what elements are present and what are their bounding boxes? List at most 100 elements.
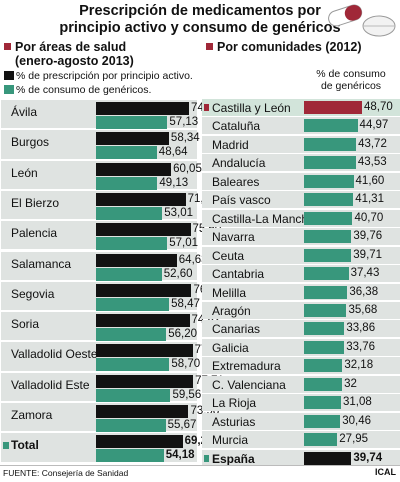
value-label-region: 41,60 [355, 174, 385, 187]
region-row-cell [202, 338, 400, 356]
region-label: Melilla [212, 285, 247, 300]
bar-generic [96, 116, 168, 129]
right-column-header: % de consumo de genéricos [316, 68, 386, 92]
region-label: Madrid [212, 137, 249, 152]
bar-region-generic [304, 377, 343, 391]
bar-region-generic [304, 303, 347, 317]
value-label-region: 39,74 [353, 451, 383, 464]
bar-region-generic [304, 248, 352, 262]
bar-region-generic [304, 267, 349, 281]
bar-region-generic [304, 193, 354, 207]
bar-active [96, 405, 189, 418]
bar-region-generic [304, 414, 341, 428]
value-label-generic: 54,18 [165, 449, 195, 462]
value-label-region: 32,18 [344, 359, 374, 372]
area-label: Salamanca [11, 256, 72, 271]
value-label-generic: 56,20 [168, 328, 198, 341]
region-label: Castilla-La Mancha [212, 211, 315, 226]
bar-region-generic [304, 137, 357, 151]
region-label: La Rioja [212, 396, 257, 411]
pills-icon [328, 4, 396, 37]
value-label-region: 30,46 [342, 414, 372, 427]
bar-region-generic [304, 156, 356, 170]
area-label: Burgos [11, 135, 50, 150]
region-label: Galicia [212, 340, 249, 355]
bar-generic [96, 146, 157, 160]
bar-region-generic [304, 119, 358, 133]
value-label-generic: 48,64 [158, 146, 188, 159]
region-label: Aragón [212, 303, 251, 318]
value-label-region: 33,76 [346, 340, 375, 353]
bar-region-generic [304, 230, 352, 244]
value-label-region: 36,38 [349, 285, 379, 298]
bar-active [96, 192, 186, 206]
value-label-region: 31,08 [343, 396, 372, 409]
region-row-cell [202, 265, 400, 282]
value-label-generic: 53,01 [164, 206, 194, 219]
region-row-cell [202, 357, 400, 375]
value-label-active: 58,34 [170, 132, 200, 145]
region-row-cell [202, 301, 400, 319]
chart-title-line-2: principio activo y consumo de genéricos [59, 20, 341, 36]
bar-active [96, 223, 191, 237]
value-label-generic: 55,67 [167, 419, 197, 431]
bar-active [96, 344, 193, 358]
region-label: Asturias [212, 414, 256, 429]
bar-region-generic [304, 101, 362, 114]
bar-region-generic [304, 211, 353, 225]
legend-active: % de prescripción por principio activo. [4, 70, 193, 82]
region-label: País vasco [212, 193, 271, 208]
area-label: Valladolid Oeste [11, 347, 98, 362]
region-row-cell [202, 320, 400, 338]
bar-generic [96, 206, 163, 220]
bar-active [96, 435, 183, 449]
value-label-generic: 59,56 [172, 388, 202, 401]
value-label-region: 43,53 [357, 156, 387, 169]
bar-region-generic [304, 359, 343, 373]
value-label-active: 64,63 [178, 253, 208, 266]
value-label-active: 60,05 [173, 162, 202, 175]
region-label: Canarias [212, 322, 261, 337]
value-label-region: 44,97 [359, 119, 389, 132]
bar-generic [96, 388, 171, 402]
bar-active [96, 283, 192, 297]
region-label: Cataluña [212, 119, 261, 134]
region-label: Baleares [212, 174, 260, 189]
bar-generic [96, 358, 170, 372]
region-label: Cantabria [212, 267, 265, 282]
bar-region-generic [304, 322, 345, 336]
bar-active [96, 374, 194, 388]
left-section-subtitle: (enero-agosto 2013) [15, 54, 134, 68]
legend-black-swatch [4, 70, 14, 80]
value-label-region: 27,95 [339, 433, 369, 446]
area-label: Soria [11, 317, 40, 332]
region-label: Murcia [212, 433, 249, 448]
bar-active [96, 102, 190, 115]
region-label: Castilla y León [212, 101, 291, 115]
value-label-region: 43,72 [358, 137, 387, 150]
bar-region-generic [304, 451, 352, 465]
value-label-region: 40,70 [354, 211, 384, 224]
area-label: Total [11, 438, 39, 453]
bar-generic [96, 297, 170, 311]
region-row-cell [202, 431, 400, 449]
value-label-region: 35,68 [348, 303, 378, 316]
value-label-generic: 58,47 [171, 297, 200, 310]
value-label-generic: 57,13 [169, 116, 199, 128]
region-label: Ceuta [212, 248, 245, 263]
bar-region-generic [304, 433, 338, 447]
value-label-region: 48,70 [364, 101, 393, 113]
area-label: Palencia [11, 226, 58, 241]
bar-generic [96, 267, 162, 281]
bar-generic [96, 328, 167, 342]
area-label: Zamora [11, 408, 53, 422]
value-label-region: 32 [344, 377, 357, 390]
bar-active [96, 162, 172, 176]
bar-active [96, 132, 169, 146]
value-label-region: 33,86 [346, 322, 376, 335]
value-label-region: 39,76 [353, 230, 383, 243]
bar-region-generic [304, 396, 341, 410]
value-label-generic: 49,13 [159, 176, 189, 189]
region-label: C. Valenciana [212, 377, 286, 392]
bar-region-generic [304, 174, 354, 188]
